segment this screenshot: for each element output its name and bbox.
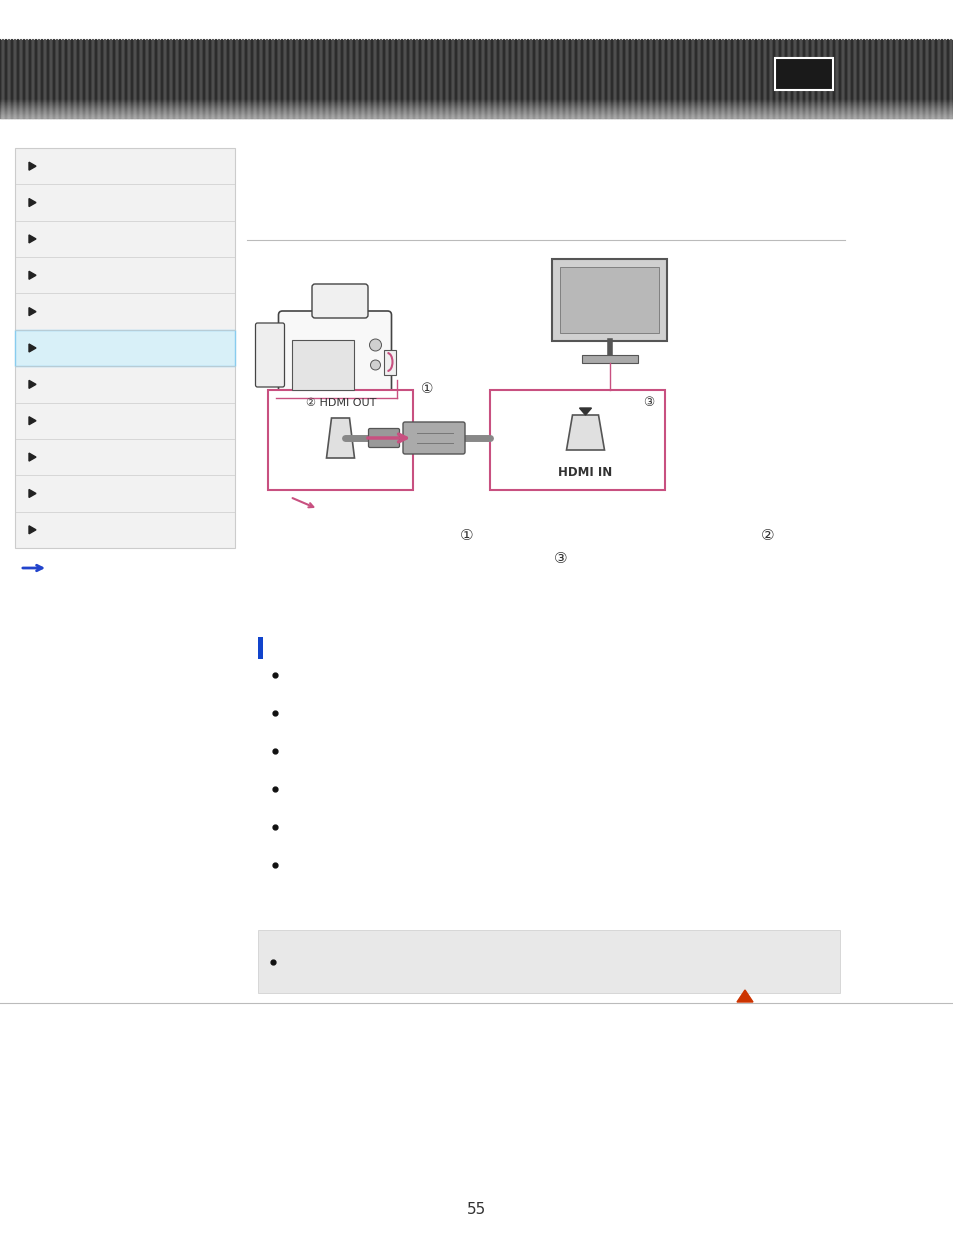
Text: HDMI IN: HDMI IN — [558, 466, 612, 479]
Bar — [257, 637, 263, 659]
Text: 55: 55 — [467, 1203, 486, 1218]
Text: ②: ② — [760, 529, 774, 543]
Circle shape — [369, 338, 381, 351]
Bar — [490, 390, 664, 490]
Text: ③: ③ — [554, 551, 567, 566]
Polygon shape — [29, 489, 36, 498]
Bar — [293, 340, 355, 390]
Text: ①: ① — [420, 382, 433, 396]
Polygon shape — [29, 380, 36, 388]
Polygon shape — [29, 526, 36, 534]
Bar — [15, 148, 234, 548]
Bar — [257, 930, 840, 993]
Polygon shape — [29, 453, 36, 461]
Polygon shape — [326, 417, 355, 458]
Bar — [268, 390, 413, 490]
Text: ①: ① — [459, 529, 474, 543]
Polygon shape — [29, 235, 36, 243]
FancyBboxPatch shape — [368, 429, 399, 447]
Text: ② HDMI OUT: ② HDMI OUT — [306, 398, 376, 408]
Polygon shape — [29, 345, 36, 352]
Polygon shape — [29, 416, 36, 425]
Bar — [581, 354, 638, 363]
Bar — [560, 267, 659, 333]
Polygon shape — [737, 990, 752, 1002]
Bar — [774, 58, 832, 90]
Bar — [0, 40, 953, 119]
Polygon shape — [29, 162, 36, 170]
Polygon shape — [29, 272, 36, 279]
FancyBboxPatch shape — [312, 284, 368, 317]
Bar — [384, 350, 396, 375]
Polygon shape — [29, 199, 36, 206]
FancyBboxPatch shape — [402, 422, 464, 454]
Bar — [552, 259, 667, 341]
FancyBboxPatch shape — [278, 311, 391, 409]
Polygon shape — [578, 408, 591, 415]
Circle shape — [370, 359, 380, 370]
Bar — [15, 330, 234, 367]
Polygon shape — [29, 308, 36, 316]
Text: ③: ③ — [642, 396, 654, 409]
Polygon shape — [566, 415, 604, 450]
FancyBboxPatch shape — [255, 324, 284, 387]
